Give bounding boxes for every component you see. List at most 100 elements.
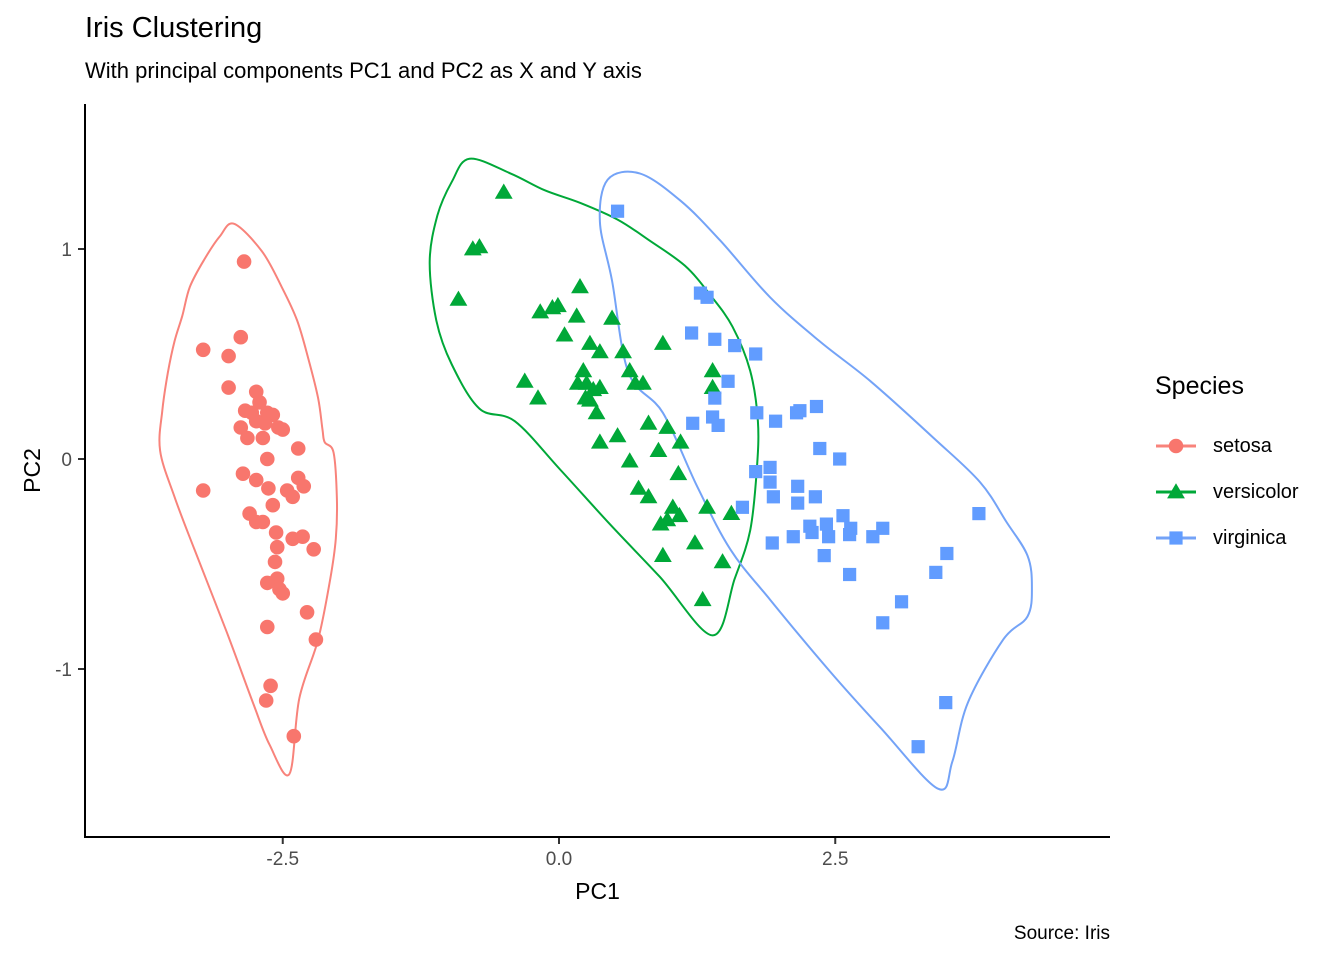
data-point <box>768 414 783 428</box>
data-point <box>1168 438 1184 454</box>
data-point <box>1169 531 1183 545</box>
data-point <box>639 488 658 504</box>
data-point <box>634 374 652 390</box>
data-point <box>685 326 699 340</box>
data-point <box>515 372 534 388</box>
data-point <box>236 254 252 269</box>
data-point <box>548 296 567 313</box>
data-point <box>844 521 858 535</box>
data-point <box>620 362 639 378</box>
data-point <box>268 525 284 540</box>
data-point <box>285 489 300 505</box>
data-point <box>713 553 732 569</box>
versicolor-key-icon <box>1156 483 1196 499</box>
chart-subtitle: With principal components PC1 and PC2 as… <box>85 58 642 83</box>
data-point <box>813 441 827 456</box>
data-point <box>233 329 249 345</box>
data-point <box>911 740 925 754</box>
data-point <box>255 514 271 530</box>
data-point <box>876 616 890 630</box>
data-point <box>653 334 672 350</box>
data-point <box>653 546 672 562</box>
data-point <box>286 728 302 744</box>
data-point <box>581 334 599 350</box>
data-point <box>703 378 722 394</box>
cluster-hull-virginica <box>598 170 1033 791</box>
data-point <box>670 506 689 523</box>
data-point <box>590 378 609 394</box>
data-point <box>894 595 909 609</box>
data-point <box>671 433 690 449</box>
data-point <box>265 497 281 513</box>
data-point <box>750 406 764 420</box>
data-point <box>555 326 574 342</box>
points-virginica <box>610 204 986 754</box>
data-point <box>221 380 236 395</box>
data-point <box>749 465 763 479</box>
data-point <box>700 290 714 304</box>
data-point <box>822 530 836 544</box>
data-point <box>793 404 807 418</box>
data-point <box>728 339 742 353</box>
data-point <box>263 678 278 694</box>
data-point <box>763 475 777 489</box>
points-versicolor <box>449 183 741 607</box>
data-point <box>819 517 834 531</box>
data-point <box>529 389 547 405</box>
x-tick-label: 0.0 <box>546 849 572 870</box>
data-point <box>693 590 712 607</box>
y-tick-label: -1 <box>55 660 72 681</box>
points-setosa <box>195 254 324 744</box>
data-point <box>590 433 609 449</box>
data-point <box>1167 483 1185 499</box>
data-point <box>240 430 255 446</box>
legend-entry-setosa: setosa <box>1155 431 1299 461</box>
data-point <box>290 441 306 456</box>
data-point <box>708 391 722 405</box>
source-caption: Source: Iris <box>1013 923 1110 944</box>
data-point <box>972 507 986 521</box>
data-point <box>258 693 274 708</box>
legend-entry-versicolor: versicolor <box>1155 477 1299 507</box>
data-point <box>259 619 275 635</box>
data-point <box>836 509 850 523</box>
data-point <box>275 422 291 437</box>
data-point <box>939 696 953 710</box>
x-axis-title: PC1 <box>575 878 620 904</box>
data-point <box>235 466 251 482</box>
data-point <box>698 498 716 514</box>
data-point <box>614 343 632 359</box>
data-point <box>603 309 621 325</box>
data-point <box>786 530 800 544</box>
x-tick-label: -2.5 <box>266 849 299 870</box>
data-point <box>610 204 625 218</box>
data-point <box>255 430 271 446</box>
data-point <box>608 427 627 443</box>
data-point <box>722 504 741 520</box>
data-point <box>649 441 668 457</box>
data-point <box>866 530 880 544</box>
data-point <box>531 303 550 319</box>
data-point <box>791 496 805 510</box>
data-point <box>587 404 606 420</box>
legend-label-virginica: virginica <box>1213 526 1287 549</box>
y-tick-label: 0 <box>61 450 72 471</box>
legend-label-setosa: setosa <box>1213 434 1272 457</box>
data-point <box>805 525 819 540</box>
chart-title: Iris Clustering <box>85 12 263 44</box>
data-point <box>663 498 682 514</box>
data-point <box>763 460 777 474</box>
data-point <box>809 399 824 414</box>
data-point <box>808 490 822 504</box>
data-point <box>766 490 780 504</box>
data-point <box>248 472 264 488</box>
data-point <box>259 575 275 591</box>
data-point <box>308 632 324 647</box>
cluster-hull-versicolor <box>428 157 760 637</box>
virginica-key-icon <box>1156 531 1196 545</box>
data-point <box>669 464 688 481</box>
data-point <box>195 483 211 498</box>
data-point <box>620 452 639 468</box>
data-point <box>708 332 722 346</box>
